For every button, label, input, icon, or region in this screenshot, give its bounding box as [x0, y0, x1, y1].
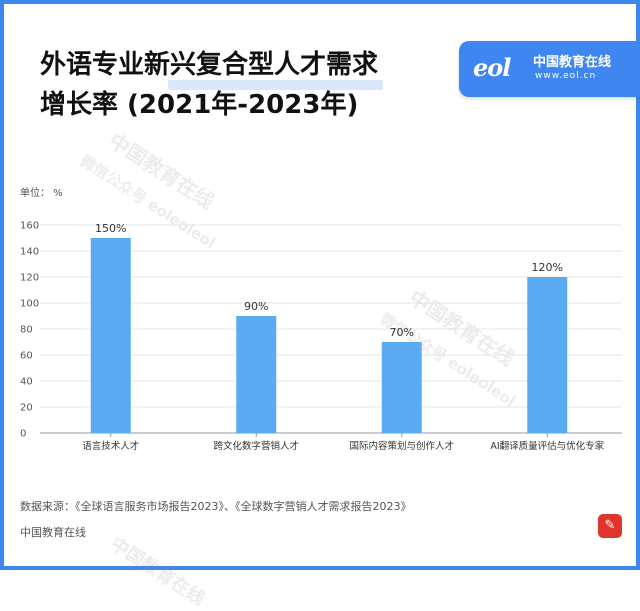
x-category-label-4: AI翻译质量评估与优化专家: [490, 440, 604, 452]
page-title: 外语专业新兴复合型人才需求 增长率 (2021年-2023年): [40, 45, 460, 125]
bar-chart: 0 20 40 60 80 100 120 140 160 150% 语言技术人才 90% 跨文化数字营…: [20, 221, 622, 452]
y-tick-label: 120: [20, 273, 39, 284]
x-category-label-3: 国际内容策划与创作人才: [349, 440, 454, 452]
title-line-1: 外语专业新兴复合型人才需求: [40, 50, 379, 80]
eol-logo-icon: eol: [473, 53, 511, 82]
logo-url: www.eol.cn: [535, 71, 597, 81]
y-tick-label: 100: [20, 299, 39, 310]
bar-2[interactable]: [236, 316, 277, 433]
brand-footer: 中国教育在线: [20, 526, 86, 539]
data-source: 数据来源：《全球语言服务市场报告2023》、《全球数字营销人才需求报告2023》: [20, 500, 412, 513]
data-label-3: 70%: [390, 326, 414, 339]
y-tick-label: 0: [20, 429, 26, 440]
x-category-label-2: 跨文化数字营销人才: [213, 440, 299, 452]
bar-1[interactable]: [90, 238, 131, 433]
app-corner-icon[interactable]: ✎: [598, 514, 622, 538]
title-highlight: [168, 80, 383, 90]
y-tick-label: 80: [20, 325, 33, 336]
data-label-2: 90%: [244, 300, 268, 313]
bar-4[interactable]: [527, 277, 568, 433]
y-tick-label: 140: [20, 247, 39, 258]
y-tick-label: 160: [20, 221, 39, 232]
bar-3[interactable]: [381, 342, 422, 433]
data-label-1: 150%: [95, 222, 126, 235]
x-category-label-1: 语言技术人才: [82, 440, 139, 452]
eol-logo[interactable]: eol 中国教育在线 www.eol.cn: [459, 41, 640, 97]
y-tick-label: 60: [20, 351, 33, 362]
y-tick-label: 20: [20, 403, 33, 414]
y-tick-label: 40: [20, 377, 33, 388]
data-label-4: 120%: [532, 261, 563, 274]
title-line-2: 增长率 (2021年-2023年): [40, 90, 359, 120]
logo-name: 中国教育在线: [533, 55, 612, 70]
unit-label: 单位： %: [20, 188, 63, 199]
